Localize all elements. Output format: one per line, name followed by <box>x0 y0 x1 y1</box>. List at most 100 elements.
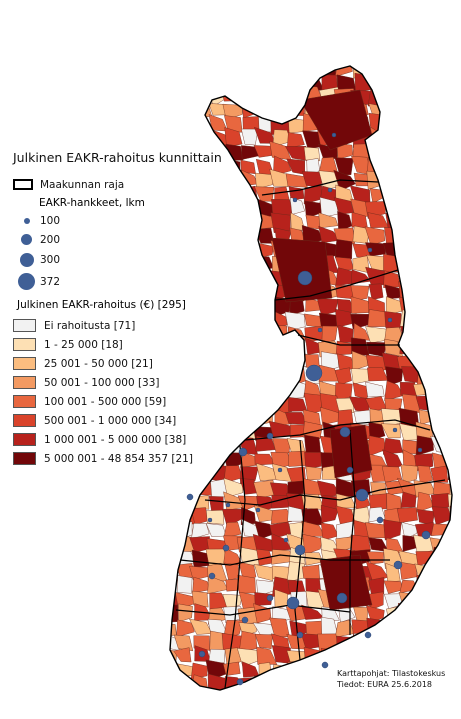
municipality-area <box>257 323 276 343</box>
municipality-area <box>447 171 452 191</box>
municipality-area <box>400 491 417 508</box>
municipality-area <box>225 367 246 382</box>
municipality-area <box>400 267 419 289</box>
municipality-area <box>170 479 179 495</box>
municipality-area <box>270 673 292 690</box>
class-swatch <box>13 338 36 351</box>
class-label: 25 001 - 50 000 [21] <box>44 357 153 370</box>
municipality-area <box>432 116 451 136</box>
municipality-area <box>446 579 452 594</box>
municipality-area <box>223 521 242 539</box>
municipality-area <box>224 283 244 303</box>
municipality-area <box>402 130 420 147</box>
municipality-area <box>170 603 179 623</box>
project-bubble <box>238 447 248 457</box>
municipality-area <box>237 495 258 511</box>
municipality-area <box>192 66 211 78</box>
class-label: 1 000 001 - 5 000 000 [38] <box>44 433 187 446</box>
municipality-area <box>337 324 354 343</box>
project-bubble <box>392 427 398 433</box>
municipality-area <box>413 104 436 117</box>
municipality-area <box>286 132 305 149</box>
municipality-area <box>270 508 293 525</box>
municipality-area <box>255 89 276 108</box>
municipality-area <box>386 188 403 205</box>
project-bubble <box>255 507 261 513</box>
municipality-area <box>350 285 370 301</box>
credits-line-2: Tiedot: EURA 25.6.2018 <box>337 680 433 689</box>
municipality-area <box>284 311 306 331</box>
municipality-area <box>303 146 321 162</box>
municipality-area <box>447 520 452 541</box>
municipality-area <box>302 421 323 440</box>
municipality-area <box>224 228 242 247</box>
municipality-area <box>412 281 436 302</box>
municipality-area <box>400 72 419 90</box>
municipality-area <box>237 574 256 594</box>
municipality-area <box>433 422 452 438</box>
municipality-area <box>399 169 419 188</box>
class-row: 50 001 - 100 000 [33] <box>13 373 223 392</box>
municipality-area <box>448 410 452 429</box>
municipality-area <box>208 66 227 77</box>
municipality-area <box>205 688 227 690</box>
municipality-area <box>449 327 452 342</box>
municipality-area <box>432 144 452 161</box>
municipality-area <box>386 620 403 637</box>
municipality-area <box>176 89 192 106</box>
municipality-area <box>415 296 435 315</box>
municipality-area <box>448 85 452 106</box>
municipality-area <box>396 507 418 523</box>
municipality-area <box>401 366 420 384</box>
municipality-area <box>401 88 421 105</box>
project-bubble <box>417 447 423 453</box>
municipality-area <box>226 311 242 330</box>
municipality-area <box>352 382 369 400</box>
municipality-area <box>176 619 195 638</box>
municipality-area <box>254 353 276 371</box>
municipality-area <box>447 438 452 455</box>
municipality-area <box>400 244 418 260</box>
municipality-area <box>383 113 402 130</box>
municipality-area <box>334 239 353 260</box>
municipality-area <box>370 692 385 709</box>
municipality-area <box>239 66 256 78</box>
class-row: 5 000 001 - 48 854 357 [21] <box>13 449 223 468</box>
municipality-area <box>170 85 177 103</box>
project-bubble <box>241 616 249 624</box>
municipality-area <box>397 687 422 690</box>
municipality-area <box>383 171 406 189</box>
municipality-area <box>417 130 436 145</box>
municipality-area <box>385 129 400 148</box>
municipality-area <box>431 310 450 326</box>
project-bubble <box>198 650 206 658</box>
bubble-372-label: 372 <box>40 275 61 288</box>
municipality-area <box>241 328 259 342</box>
municipality-area <box>448 243 452 259</box>
municipality-area <box>399 117 420 134</box>
municipality-area <box>237 311 259 328</box>
municipality-area <box>288 66 307 76</box>
municipality-area <box>448 619 452 636</box>
municipality-area <box>412 254 432 271</box>
municipality-area <box>368 577 385 597</box>
municipality-area <box>170 66 180 78</box>
municipality-area <box>432 692 450 707</box>
municipality-area <box>238 268 261 286</box>
municipality-area <box>447 308 452 326</box>
municipality-area <box>256 687 277 690</box>
project-bubble <box>236 678 244 686</box>
municipality-area <box>239 370 259 384</box>
municipality-area <box>255 74 274 93</box>
municipality-area <box>256 646 278 665</box>
municipality-area <box>272 100 293 118</box>
municipality-area <box>208 648 226 664</box>
municipality-area <box>432 170 450 189</box>
municipality-area <box>221 86 245 102</box>
municipality-area <box>399 212 418 232</box>
municipality-area <box>189 102 212 120</box>
municipality-area <box>191 523 210 540</box>
municipality-area <box>335 397 354 413</box>
municipality-area <box>239 85 257 102</box>
municipality-area <box>270 384 292 396</box>
